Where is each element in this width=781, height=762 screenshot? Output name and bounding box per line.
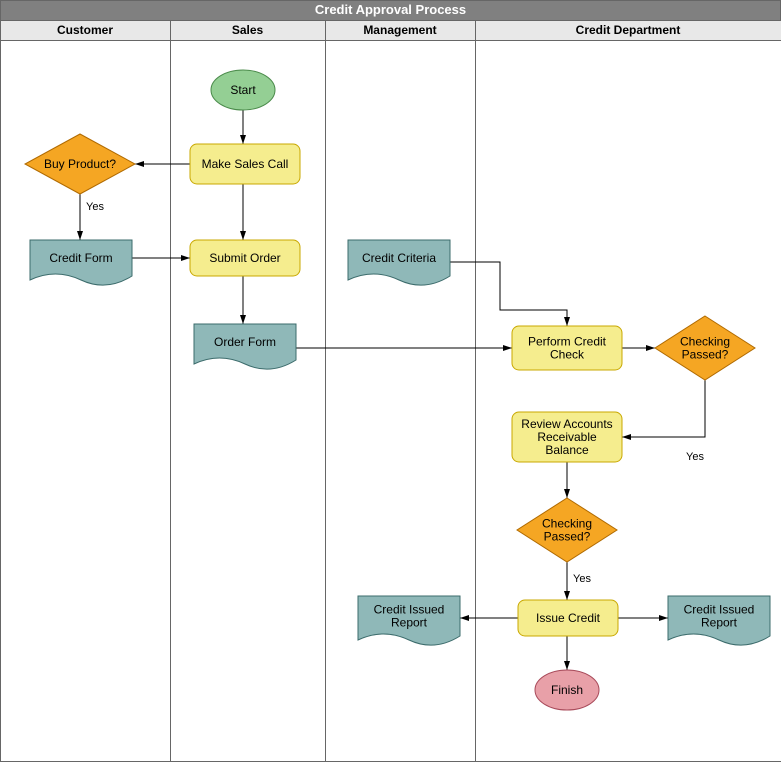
svg-text:Issue Credit: Issue Credit: [536, 611, 601, 625]
svg-text:Start: Start: [230, 83, 256, 97]
svg-text:Passed?: Passed?: [544, 530, 591, 544]
svg-text:Customer: Customer: [57, 23, 113, 37]
svg-text:Yes: Yes: [573, 573, 591, 585]
lane-credit: [476, 41, 781, 762]
svg-text:Perform Credit: Perform Credit: [528, 335, 607, 349]
edge-credit_crit-perf_check: [450, 262, 567, 326]
svg-text:Credit Form: Credit Form: [49, 251, 112, 265]
svg-text:Sales: Sales: [232, 23, 264, 37]
svg-text:Report: Report: [701, 616, 738, 630]
swimlane-diagram: Credit Approval Process Customer Sales Mana…: [0, 0, 781, 762]
svg-text:Checking: Checking: [542, 517, 592, 531]
svg-text:Credit Criteria: Credit Criteria: [362, 251, 436, 265]
svg-text:Finish: Finish: [551, 683, 583, 697]
svg-text:Passed?: Passed?: [682, 348, 729, 362]
svg-text:Make Sales Call: Make Sales Call: [202, 157, 289, 171]
svg-text:Credit Issued: Credit Issued: [684, 603, 755, 617]
svg-text:Check: Check: [550, 348, 585, 362]
svg-text:Credit Issued: Credit Issued: [374, 603, 445, 617]
svg-text:Receivable: Receivable: [537, 430, 597, 444]
svg-text:Balance: Balance: [545, 443, 589, 457]
svg-text:Checking: Checking: [680, 335, 730, 349]
svg-text:Yes: Yes: [686, 451, 704, 463]
edge-check1-review_ar: [622, 380, 705, 437]
svg-text:Credit Department: Credit Department: [576, 23, 681, 37]
svg-text:Yes: Yes: [86, 201, 104, 213]
svg-text:Submit Order: Submit Order: [209, 251, 280, 265]
svg-text:Buy Product?: Buy Product?: [44, 157, 116, 171]
svg-text:Report: Report: [391, 616, 428, 630]
svg-text:Order Form: Order Form: [214, 335, 276, 349]
lane-management: [326, 41, 476, 762]
svg-text:Credit Approval Process: Credit Approval Process: [315, 2, 466, 17]
svg-text:Review Accounts: Review Accounts: [521, 417, 612, 431]
svg-text:Management: Management: [363, 23, 436, 37]
